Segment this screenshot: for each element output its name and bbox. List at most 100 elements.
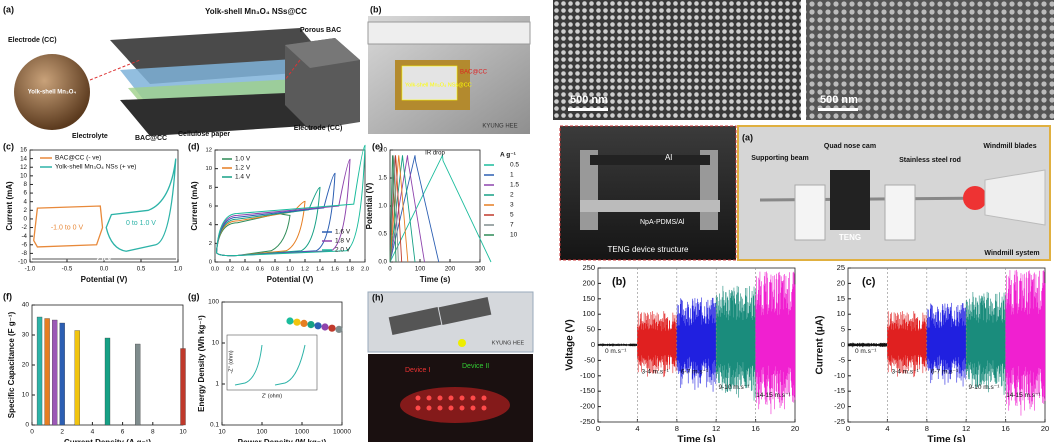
label: Electrolyte <box>72 133 108 140</box>
y-tick-label: 12 <box>206 148 212 154</box>
y-tick-label: -20 <box>834 402 845 411</box>
x-axis-label: Potential (V) <box>267 275 314 284</box>
inset <box>226 334 318 391</box>
label: (e) <box>372 141 383 151</box>
x-tick-label: 10 <box>218 429 226 436</box>
x-tick-label: 12 <box>962 424 970 433</box>
label: 14-15 m.s⁻¹ <box>1006 392 1041 399</box>
label: Electrode (CC) <box>294 125 343 132</box>
x-tick-label: 0.2 <box>226 267 234 273</box>
y-tick-label: 6 <box>209 204 212 210</box>
x-tick-label: 2.0 <box>361 267 369 273</box>
label: 0.5 <box>510 162 519 169</box>
x-tick-label: 200 <box>445 266 456 273</box>
y-tick-label: -150 <box>580 386 595 395</box>
bar <box>135 343 141 426</box>
windmill-photo <box>737 125 1051 261</box>
scale-bar <box>818 108 858 111</box>
plot-frame <box>221 301 343 426</box>
label: 2.0 V <box>96 256 112 263</box>
bar <box>52 319 58 426</box>
curve <box>597 343 638 347</box>
y-tick-label: 4 <box>209 222 213 228</box>
marker <box>321 323 329 331</box>
y-tick-label: 1.5 <box>378 175 387 182</box>
led <box>437 405 443 411</box>
x-tick-label: 0 <box>30 429 34 436</box>
y-tick-label: 0 <box>841 340 845 349</box>
schematic <box>14 28 360 136</box>
y-tick-label: -2 <box>21 224 27 231</box>
x-tick-label: 10 <box>179 429 187 436</box>
label: 0 to 1.0 V <box>126 220 156 227</box>
x-tick-label: 4 <box>635 424 639 433</box>
y-tick-label: 16 <box>20 147 27 154</box>
label: 500 nm <box>820 94 858 106</box>
label: Device I <box>405 367 430 374</box>
label: 0 m.s⁻¹ <box>605 348 627 355</box>
x-tick-label: 0.0 <box>211 267 219 273</box>
x-axis-label: Time (s) <box>927 435 965 442</box>
x-tick-label: 1.4 <box>316 267 325 273</box>
x-tick-label: 8 <box>675 424 679 433</box>
curve <box>215 212 291 257</box>
label: 500 nm <box>570 94 608 106</box>
y-axis-label: Voltage (V) <box>565 319 576 370</box>
led <box>437 395 443 401</box>
y-axis-label: Energy Density (Wh kg⁻¹) <box>197 315 206 412</box>
label: Yolk-shell Mn₃O₄ <box>28 90 77 96</box>
y-axis-label: Current (mA) <box>190 181 199 231</box>
y-axis-label: Specific Capacitance (F g⁻¹) <box>7 311 16 418</box>
label: Stainless steel rod <box>899 157 961 164</box>
bar <box>74 330 80 426</box>
label: Yolk-shell Mn₃O₄ NSs@CC <box>205 7 307 16</box>
y-tick-label: 250 <box>582 263 595 272</box>
y-tick-label: 2 <box>24 207 28 214</box>
label: 2 <box>510 192 514 199</box>
marker <box>300 319 308 327</box>
label: Z' (ohm) <box>262 393 282 399</box>
x-axis-label: Time (s) <box>677 435 715 442</box>
label: 3-4 m.s⁻¹ <box>641 369 669 376</box>
y-tick-label: 2.0 <box>378 147 387 154</box>
curve <box>676 297 717 392</box>
label: 14-15 m.s⁻¹ <box>756 392 791 399</box>
y-tick-label: -100 <box>580 371 595 380</box>
x-tick-label: 2 <box>60 429 64 436</box>
label: Yolk-shell Mn₃O₄ NSs (+ ve) <box>55 164 136 171</box>
x-tick-label: 0.8 <box>271 267 279 273</box>
y-tick-label: 40 <box>22 302 30 309</box>
led-photo <box>367 291 534 442</box>
y-tick-label: 100 <box>582 309 595 318</box>
label: IR drop <box>425 151 445 157</box>
curve <box>215 144 366 257</box>
label: (b) <box>612 276 626 288</box>
y-tick-label: 1 <box>215 381 219 388</box>
marker <box>328 324 336 332</box>
y-tick-label: 20 <box>22 362 30 369</box>
label: 7 <box>510 222 514 229</box>
label: NpA-PDMS/Al <box>640 219 685 226</box>
label: 1.2 V <box>235 165 251 172</box>
y-tick-label: -10 <box>834 371 845 380</box>
led <box>426 395 432 401</box>
label: Supporting beam <box>751 155 809 162</box>
label: BAC@CC <box>135 135 167 142</box>
label: TENG <box>839 233 861 242</box>
curve <box>926 302 967 387</box>
x-tick-label: -0.5 <box>62 266 73 273</box>
x-tick-label: 4 <box>91 429 95 436</box>
y-tick-label: 50 <box>587 325 595 334</box>
label: (b) <box>370 4 382 14</box>
x-tick-label: 1.0 <box>174 266 183 273</box>
device-photo <box>367 16 531 134</box>
y-tick-label: -10 <box>18 259 28 266</box>
label: 6-7 m.s⁻¹ <box>931 369 959 376</box>
y-tick-label: 15 <box>837 294 845 303</box>
y-tick-label: 2 <box>209 241 212 247</box>
x-axis-label: Potential (V) <box>81 275 128 284</box>
led <box>415 395 421 401</box>
x-tick-label: 1.2 <box>301 267 309 273</box>
led <box>470 405 476 411</box>
led <box>470 395 476 401</box>
